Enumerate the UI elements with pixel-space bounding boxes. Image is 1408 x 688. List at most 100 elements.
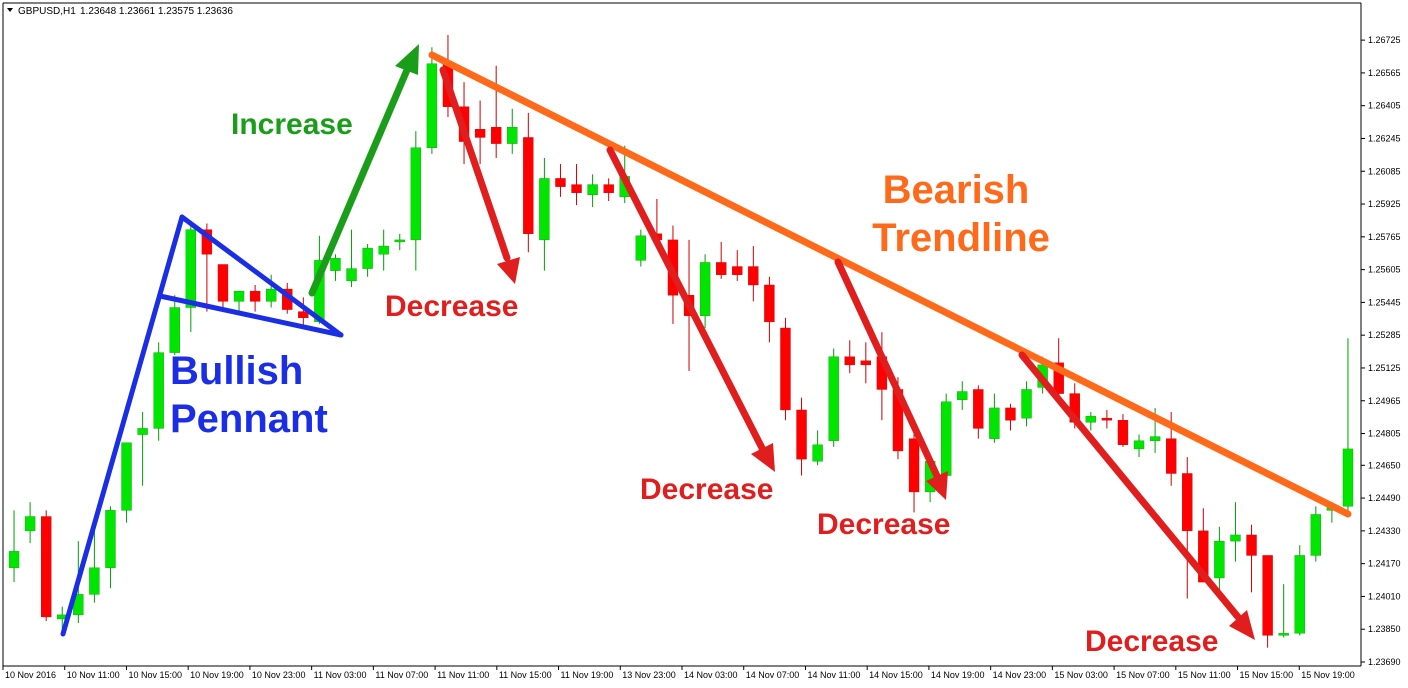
bull-candle	[137, 412, 148, 486]
candle-body	[153, 352, 164, 429]
decrease-arrow	[606, 146, 775, 472]
time-tick-label: 10 Nov 15:00	[128, 670, 182, 680]
candle-body	[410, 147, 422, 241]
bear-candle	[1101, 409, 1113, 429]
increase-arrow	[308, 44, 419, 297]
price-tick-label: 1.25765	[1368, 232, 1401, 242]
candle-body	[378, 245, 389, 255]
bull-candle	[105, 506, 116, 589]
annotations: Increase Decrease Decrease Decrease Decr…	[60, 44, 1352, 660]
candle-body	[1214, 540, 1225, 579]
candle-body	[699, 262, 711, 316]
bull-candle	[121, 442, 132, 523]
dropdown-triangle-icon[interactable]	[7, 8, 13, 12]
bear-candle	[732, 250, 743, 281]
candle-body	[394, 239, 405, 243]
candle-body	[1342, 448, 1354, 507]
candle-body	[265, 288, 277, 302]
time-tick-label: 10 Nov 2016	[5, 670, 56, 680]
bear-candle	[1246, 524, 1257, 593]
price-tick-label: 1.24490	[1368, 493, 1401, 503]
time-tick-label: 14 Nov 19:00	[931, 670, 985, 680]
time-axis: 10 Nov 2016 10 Nov 11:00 10 Nov 15:00 10 No…	[2, 666, 1355, 680]
bull-candle	[233, 290, 245, 312]
candle-body	[1101, 417, 1113, 421]
arrowhead-icon	[497, 257, 520, 284]
candle-body	[330, 258, 341, 271]
bull-candle	[1278, 584, 1289, 638]
candle-body	[1310, 514, 1322, 556]
candle-body	[362, 247, 373, 269]
candle-body	[539, 178, 550, 241]
candle-body	[796, 409, 807, 460]
price-tick-label: 1.23850	[1368, 624, 1401, 634]
bull-candle	[362, 244, 373, 277]
decrease-label: Decrease	[817, 508, 950, 541]
candle-body	[1246, 534, 1257, 556]
bear-candle	[1182, 457, 1193, 599]
candle-body	[844, 356, 855, 366]
price-tick-label: 1.24010	[1368, 591, 1401, 601]
candle-body	[169, 307, 180, 353]
decrease-label: Decrease	[640, 473, 773, 506]
bull-candle	[940, 393, 952, 484]
bear-candle	[715, 241, 727, 279]
time-tick-label: 15 Nov 15:00	[1240, 670, 1294, 680]
price-tick-label: 1.24170	[1368, 559, 1401, 569]
price-tick-label: 1.26085	[1368, 166, 1401, 176]
time-tick-label: 13 Nov 23:00	[622, 670, 676, 680]
time-tick-label: 10 Nov 11:00	[67, 670, 120, 680]
bull-candle	[989, 393, 1000, 443]
time-tick-label: 15 Nov 03:00	[1054, 670, 1108, 680]
price-tick-label: 1.24330	[1368, 526, 1401, 536]
bull-candle	[699, 254, 711, 329]
bear-candle	[1005, 403, 1016, 431]
candle-body	[764, 284, 775, 323]
candle-body	[40, 516, 52, 618]
bullish-pennant-drawing	[60, 214, 344, 637]
candle-body	[523, 137, 534, 234]
price-tick-label: 1.24965	[1368, 396, 1401, 406]
bull-candle	[1085, 412, 1097, 431]
candle-body	[828, 356, 839, 441]
bull-candle	[426, 47, 438, 154]
bull-candle	[394, 233, 405, 251]
bear-candle	[1117, 414, 1129, 447]
candle-body	[1182, 473, 1193, 532]
time-tick-label: 15 Nov 07:00	[1116, 670, 1170, 680]
pennant-label: Pennant	[170, 397, 328, 441]
decrease-label: Decrease	[385, 290, 518, 323]
candle-body	[233, 290, 245, 302]
price-tick-label: 1.26725	[1368, 35, 1401, 45]
candle-body	[973, 389, 984, 429]
bull-candle	[169, 295, 180, 363]
bear-candle	[973, 385, 984, 439]
price-tick-label: 1.25445	[1368, 297, 1401, 307]
arrowhead-icon	[926, 471, 948, 500]
bull-candle	[24, 502, 36, 544]
candle-body	[426, 63, 438, 148]
arrowhead-icon	[1229, 610, 1255, 640]
candle-body	[121, 442, 132, 511]
bull-candle	[812, 430, 823, 466]
bull-candle	[587, 174, 598, 208]
price-tick-label: 1.25925	[1368, 199, 1401, 209]
price-tick-label: 1.26245	[1368, 133, 1401, 143]
time-tick-label: 15 Nov 11:00	[1178, 670, 1231, 680]
candle-body	[571, 184, 582, 193]
chart-header: GBPUSD,H1 1.23648 1.23661 1.23575 1.2363…	[7, 6, 233, 17]
decrease-arrow	[834, 258, 948, 500]
bearish-label: Bearish	[883, 168, 1030, 212]
candle-body	[8, 551, 20, 568]
candle-body	[89, 567, 100, 595]
bull-candle	[539, 157, 550, 271]
bear-candle	[748, 246, 759, 302]
candle-body	[1021, 389, 1032, 419]
candles	[8, 35, 1354, 648]
bull-candle	[89, 524, 100, 603]
bear-candle	[555, 164, 566, 197]
candle-body	[780, 327, 791, 411]
price-tick-label: 1.25285	[1368, 330, 1401, 340]
candle-body	[507, 127, 518, 144]
